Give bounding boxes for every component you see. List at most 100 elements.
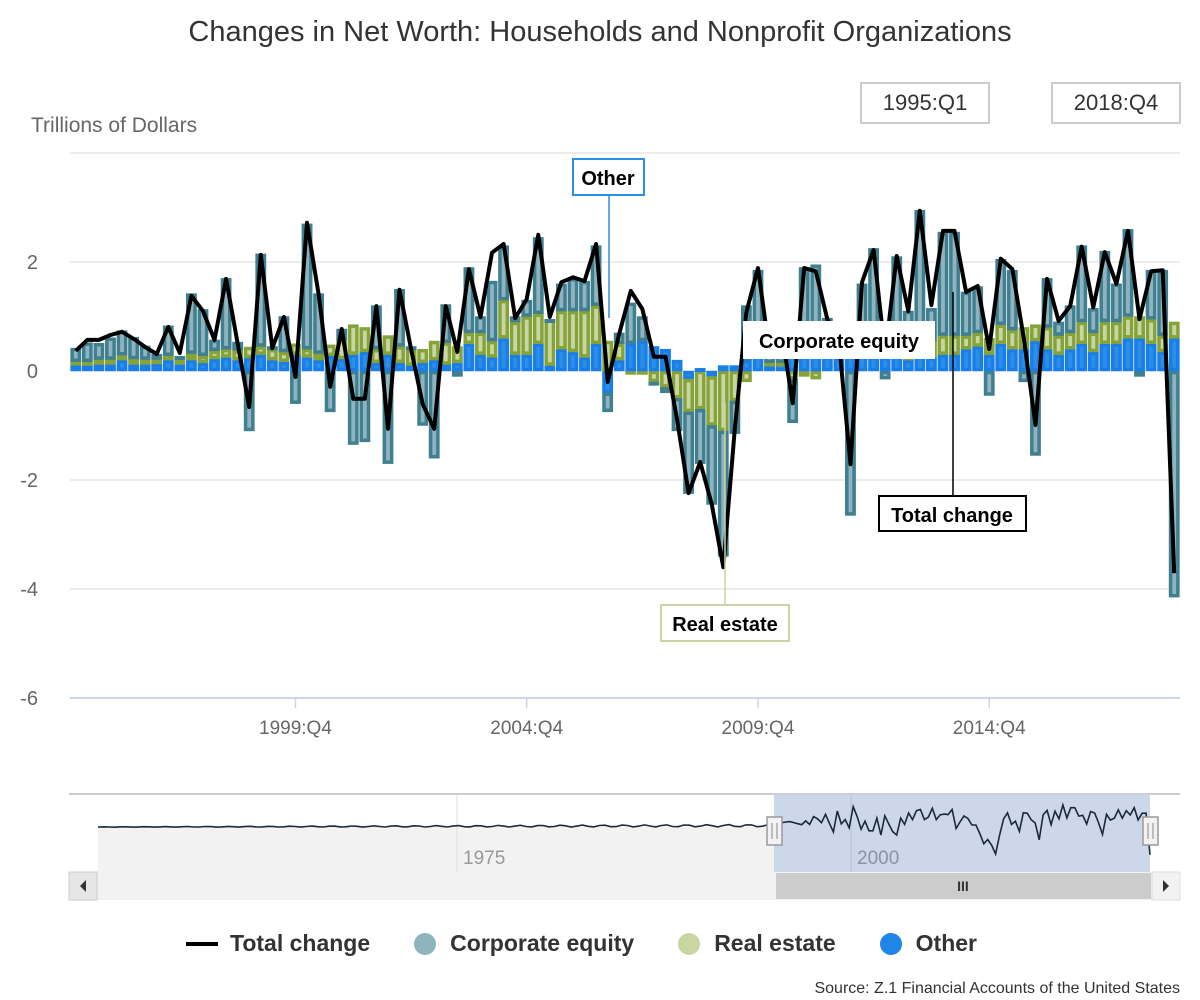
bar-other[interactable]: [960, 348, 972, 372]
bar-corporate-equity[interactable]: [1018, 370, 1030, 383]
bar-real-estate[interactable]: [1122, 316, 1134, 339]
bar-corporate-equity[interactable]: [93, 342, 105, 360]
bar-other[interactable]: [93, 364, 105, 372]
bar-real-estate[interactable]: [174, 358, 186, 365]
bar-other[interactable]: [209, 358, 220, 372]
bar-corporate-equity[interactable]: [983, 370, 995, 396]
bar-real-estate[interactable]: [764, 362, 775, 367]
bar-real-estate[interactable]: [509, 321, 521, 355]
bar-real-estate[interactable]: [706, 376, 718, 426]
bar-corporate-equity[interactable]: [648, 381, 660, 386]
bar-other[interactable]: [475, 354, 486, 372]
bar-other[interactable]: [521, 354, 533, 372]
bar-other[interactable]: [949, 354, 960, 372]
bar-other[interactable]: [983, 354, 995, 372]
bar-other[interactable]: [417, 362, 429, 372]
bar-real-estate[interactable]: [1076, 321, 1088, 345]
bar-other[interactable]: [197, 362, 209, 372]
bar-other[interactable]: [151, 363, 163, 372]
bar-other[interactable]: [706, 370, 718, 377]
bar-real-estate[interactable]: [151, 359, 163, 365]
bar-other[interactable]: [139, 364, 151, 372]
bar-corporate-equity[interactable]: [81, 342, 93, 362]
bar-other[interactable]: [625, 343, 637, 372]
bar-other[interactable]: [937, 354, 949, 372]
bar-real-estate[interactable]: [1145, 318, 1157, 345]
bar-other[interactable]: [278, 361, 290, 372]
range-from-input[interactable]: 1995:Q1: [860, 82, 990, 124]
bar-other[interactable]: [105, 364, 116, 372]
bar-other[interactable]: [683, 370, 695, 380]
bar-real-estate[interactable]: [544, 318, 556, 366]
bar-real-estate[interactable]: [532, 313, 544, 344]
bar-real-estate[interactable]: [1030, 324, 1041, 342]
bar-other[interactable]: [486, 357, 498, 372]
bar-corporate-equity[interactable]: [544, 318, 556, 323]
bar-corporate-equity[interactable]: [1134, 370, 1145, 377]
bar-other[interactable]: [1076, 343, 1088, 372]
bar-other[interactable]: [185, 359, 197, 372]
bar-real-estate[interactable]: [740, 370, 752, 383]
bar-other[interactable]: [544, 365, 556, 372]
bar-real-estate[interactable]: [636, 370, 648, 375]
bar-other[interactable]: [567, 351, 579, 372]
bar-other[interactable]: [509, 354, 521, 372]
bar-corporate-equity[interactable]: [1087, 308, 1099, 334]
bar-corporate-equity[interactable]: [960, 291, 972, 336]
bar-other[interactable]: [740, 359, 752, 372]
bar-real-estate[interactable]: [128, 358, 140, 365]
bar-other[interactable]: [694, 368, 706, 373]
bar-corporate-equity[interactable]: [486, 280, 498, 342]
bar-other[interactable]: [174, 364, 186, 372]
bar-real-estate[interactable]: [313, 353, 325, 361]
scrollbar-thumb[interactable]: [776, 873, 1151, 899]
bar-corporate-equity[interactable]: [451, 370, 463, 377]
bar-other[interactable]: [764, 365, 775, 372]
bar-other[interactable]: [1110, 343, 1122, 372]
bar-other[interactable]: [1145, 343, 1157, 372]
bar-other[interactable]: [266, 359, 278, 372]
bar-real-estate[interactable]: [683, 378, 695, 413]
bar-corporate-equity[interactable]: [105, 337, 116, 360]
bar-real-estate[interactable]: [220, 348, 232, 358]
bar-real-estate[interactable]: [995, 324, 1007, 344]
bar-other[interactable]: [382, 354, 394, 372]
bar-real-estate[interactable]: [428, 340, 440, 361]
bar-other[interactable]: [1122, 338, 1134, 372]
bar-real-estate[interactable]: [625, 370, 637, 375]
bar-other[interactable]: [220, 357, 232, 372]
bar-real-estate[interactable]: [555, 310, 567, 350]
bar-real-estate[interactable]: [359, 327, 371, 353]
bar-other[interactable]: [162, 359, 174, 372]
bar-other[interactable]: [1030, 340, 1041, 372]
bar-other[interactable]: [301, 357, 313, 372]
bar-real-estate[interactable]: [417, 348, 429, 364]
bar-corporate-equity[interactable]: [70, 347, 82, 362]
bar-corporate-equity[interactable]: [174, 356, 186, 361]
bar-real-estate[interactable]: [960, 335, 972, 350]
navigator-handle-right[interactable]: [1142, 816, 1159, 846]
bar-other[interactable]: [636, 340, 648, 372]
bar-real-estate[interactable]: [81, 361, 93, 366]
bar-corporate-equity[interactable]: [1110, 283, 1122, 323]
bar-real-estate[interactable]: [347, 324, 359, 355]
bar-other[interactable]: [451, 362, 463, 372]
bar-real-estate[interactable]: [278, 351, 290, 362]
bar-other[interactable]: [440, 364, 452, 372]
range-to-input[interactable]: 2018:Q4: [1051, 82, 1181, 124]
bar-corporate-equity[interactable]: [625, 302, 637, 344]
bar-real-estate[interactable]: [301, 348, 313, 358]
bar-real-estate[interactable]: [648, 370, 660, 383]
navigator[interactable]: 1975 2000 III: [68, 793, 1181, 901]
bar-real-estate[interactable]: [1087, 332, 1099, 353]
bar-corporate-equity[interactable]: [567, 278, 579, 312]
bar-other[interactable]: [902, 359, 914, 372]
legend-item-total-change[interactable]: Total change: [186, 930, 370, 957]
bar-other[interactable]: [590, 343, 602, 372]
bar-real-estate[interactable]: [475, 332, 486, 355]
bar-other[interactable]: [498, 338, 510, 372]
bar-real-estate[interactable]: [486, 340, 498, 358]
bar-other[interactable]: [70, 364, 82, 372]
bar-real-estate[interactable]: [116, 354, 128, 361]
bar-other[interactable]: [347, 354, 359, 372]
